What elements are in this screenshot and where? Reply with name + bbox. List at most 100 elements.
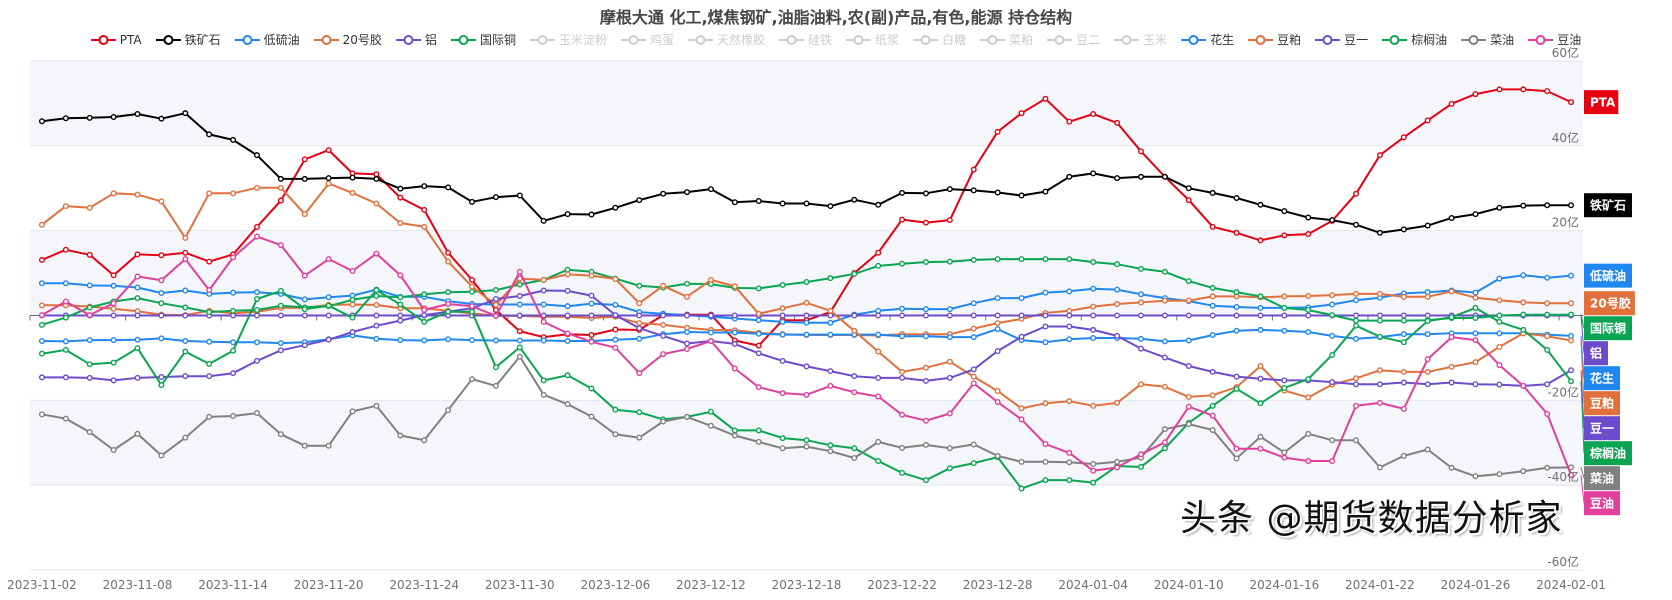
legend-item[interactable]: 玉米: [1114, 31, 1167, 48]
data-point: [922, 333, 929, 340]
x-tick-label: 2024-01-10: [1154, 578, 1224, 592]
data-point: [1137, 335, 1144, 342]
data-point: [755, 438, 762, 445]
data-point: [564, 337, 571, 344]
data-point: [1520, 299, 1527, 306]
legend-item[interactable]: 低硫油: [234, 31, 300, 48]
legend-item[interactable]: 菜油: [1461, 31, 1514, 48]
data-point: [277, 312, 284, 319]
data-point: [38, 256, 45, 263]
data-point: [1233, 373, 1240, 380]
data-point: [253, 295, 260, 302]
data-point: [1520, 382, 1527, 389]
data-point: [230, 254, 237, 261]
data-point: [38, 374, 45, 381]
data-point: [469, 198, 476, 205]
end-label: 棕榈油: [1589, 446, 1626, 461]
data-point: [110, 359, 117, 366]
data-point: [110, 300, 117, 307]
data-point: [469, 376, 476, 383]
data-point: [277, 347, 284, 354]
legend-item[interactable]: 国际铜: [450, 31, 516, 48]
end-label: 低硫油: [1589, 268, 1626, 283]
data-point: [1448, 314, 1455, 321]
data-point: [803, 443, 810, 450]
data-point: [1114, 301, 1121, 308]
legend-item[interactable]: 菜粕: [980, 31, 1033, 48]
legend-item[interactable]: 纸浆: [846, 31, 899, 48]
data-point: [1257, 400, 1264, 407]
data-point: [636, 434, 643, 441]
legend-label: 天然橡胶: [717, 33, 766, 47]
data-point: [1018, 333, 1025, 340]
legend-item[interactable]: 花生: [1181, 31, 1234, 48]
legend-item[interactable]: 白糖: [913, 31, 966, 48]
data-point: [1233, 289, 1240, 296]
data-point: [1520, 272, 1527, 279]
data-point: [1161, 268, 1168, 275]
data-point: [1257, 201, 1264, 208]
data-point: [946, 217, 953, 224]
legend-item[interactable]: 鸡蛋: [620, 31, 674, 48]
x-tick-label: 2023-12-12: [676, 578, 746, 592]
data-point: [1544, 333, 1551, 340]
data-point: [134, 251, 141, 258]
data-point: [1137, 345, 1144, 352]
data-point: [899, 189, 906, 196]
data-point: [899, 368, 906, 375]
data-point: [588, 300, 595, 307]
data-point: [469, 303, 476, 310]
legend-item[interactable]: 豆一: [1315, 31, 1368, 48]
data-point: [469, 283, 476, 290]
data-point: [421, 183, 428, 190]
data-point: [1472, 315, 1479, 322]
legend-label: 豆油: [1557, 33, 1582, 47]
legend-item[interactable]: 天然橡胶: [688, 31, 765, 48]
legend-marker-icon: [1461, 34, 1487, 45]
data-point: [636, 325, 643, 332]
data-point: [899, 260, 906, 267]
data-point: [1066, 336, 1073, 343]
data-point: [86, 204, 93, 211]
legend-label: 豆一: [1344, 33, 1369, 47]
data-point: [38, 350, 45, 357]
data-point: [1424, 289, 1431, 296]
end-label-leader: [1580, 381, 1585, 454]
legend-item[interactable]: PTA: [90, 31, 142, 48]
data-point: [1066, 398, 1073, 405]
legend-item[interactable]: 玉米淀粉: [529, 31, 607, 48]
data-point: [731, 329, 738, 336]
data-point: [851, 196, 858, 203]
data-point: [253, 152, 260, 159]
data-point: [1090, 170, 1097, 177]
end-label-leader: [1580, 340, 1585, 404]
legend-item[interactable]: 豆油: [1528, 31, 1581, 48]
data-point: [1568, 202, 1575, 209]
data-point: [1257, 293, 1264, 300]
legend-item[interactable]: 铝: [395, 31, 437, 48]
data-point: [1568, 300, 1575, 307]
legend-item[interactable]: 硅铁: [779, 31, 832, 48]
data-point: [827, 382, 834, 389]
data-point: [277, 431, 284, 438]
data-point: [684, 340, 691, 347]
legend-item[interactable]: 20号胶: [313, 31, 382, 48]
data-point: [158, 277, 165, 284]
data-point: [588, 312, 595, 319]
data-point: [1042, 289, 1049, 296]
legend-item[interactable]: 豆二: [1047, 31, 1100, 48]
legend-item[interactable]: 棕榈油: [1382, 31, 1447, 48]
data-point: [612, 431, 619, 438]
data-point: [994, 128, 1001, 135]
legend-item[interactable]: 豆粕: [1248, 31, 1301, 48]
data-point: [1066, 449, 1073, 456]
data-point: [277, 242, 284, 249]
data-point: [899, 216, 906, 223]
data-point: [134, 273, 141, 280]
data-point: [636, 370, 643, 377]
series-菜油: [38, 353, 1575, 480]
data-point: [851, 312, 858, 319]
data-point: [158, 452, 165, 459]
legend-item[interactable]: 铁矿石: [155, 31, 221, 48]
data-point: [1568, 337, 1575, 344]
